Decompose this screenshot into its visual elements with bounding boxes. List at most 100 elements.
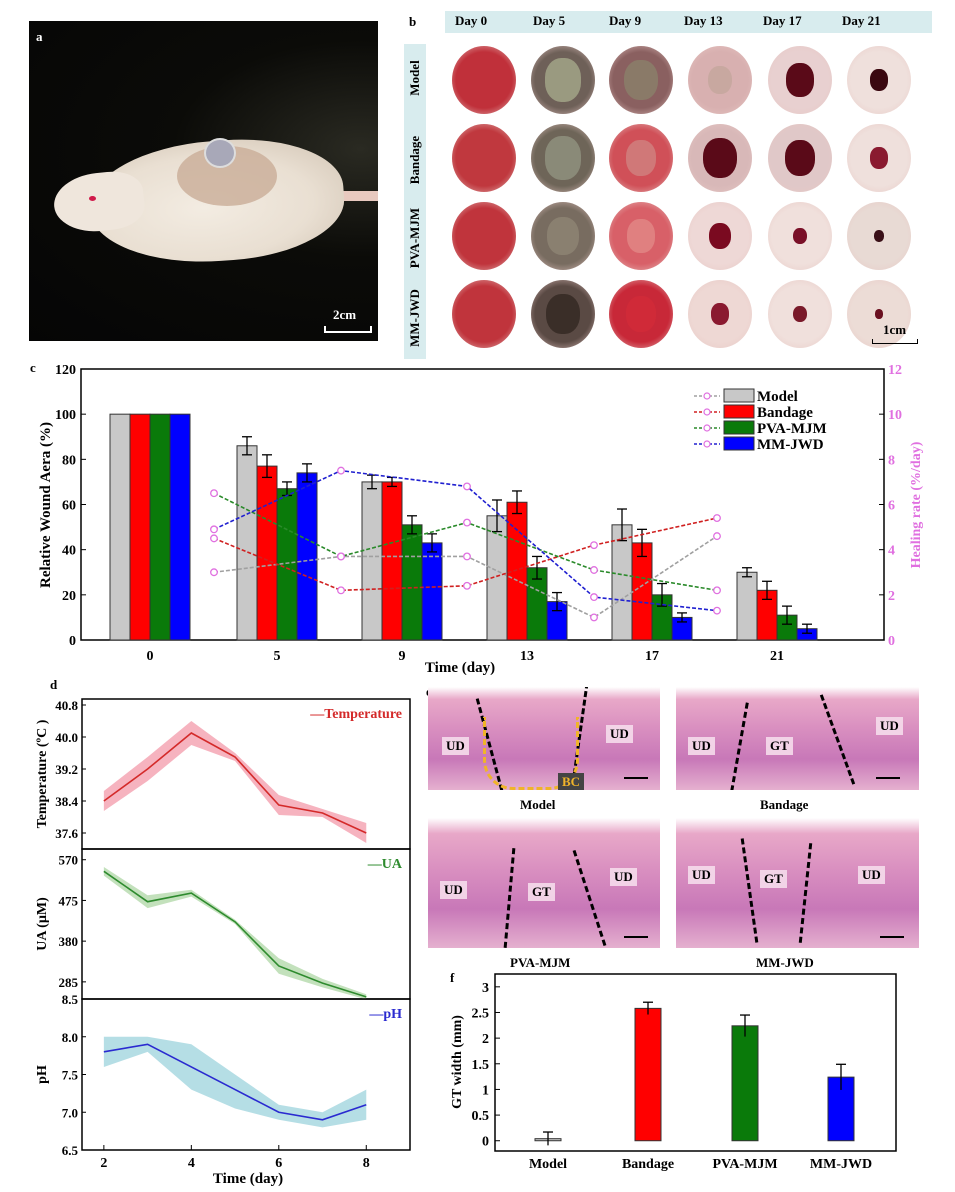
wound-bed xyxy=(627,219,655,253)
row-label: Bandage xyxy=(407,135,422,185)
wound-bed xyxy=(626,140,656,176)
y-tick-label: 1.5 xyxy=(472,1058,490,1073)
y-tick-label: 40 xyxy=(62,544,76,559)
legend-label-ua: —UA xyxy=(367,857,403,872)
x-axis-label: Time (day) xyxy=(213,1171,283,1187)
label-ud: UD xyxy=(606,725,633,743)
y-right-tick-label: 6 xyxy=(888,499,895,514)
rat-tail xyxy=(329,191,378,201)
healing-rate-point xyxy=(337,586,345,595)
y-tick-label: 2 xyxy=(482,1032,489,1047)
rat-photo: a 2cm xyxy=(29,21,378,341)
y-tick-label: 7.0 xyxy=(62,1105,78,1120)
wound-photo xyxy=(531,124,595,192)
legend-swatch xyxy=(723,404,755,419)
wearable-device xyxy=(204,138,236,168)
wound-bed xyxy=(711,303,729,325)
bar-bandage xyxy=(631,542,653,641)
plot-frame xyxy=(494,973,897,1152)
healing-rate-point xyxy=(337,466,345,475)
x-tick-label: 2 xyxy=(100,1156,107,1171)
healing-rate-point xyxy=(713,586,721,595)
panel-letter-f: f xyxy=(450,970,455,985)
day-label: Day 5 xyxy=(533,13,566,28)
legend-swatch xyxy=(723,388,755,403)
bar-bandage xyxy=(634,1007,662,1142)
line-ph xyxy=(103,1043,367,1121)
bar-pva-mjm xyxy=(149,413,171,641)
scale-bar-a xyxy=(324,326,372,333)
wound-photo xyxy=(688,46,752,114)
bar-model xyxy=(236,445,258,641)
scale-label-b: 1cm xyxy=(883,322,907,337)
boundary-line xyxy=(572,849,607,947)
y-axis-label: UA (µM) xyxy=(35,897,50,951)
wound-bed xyxy=(703,137,737,179)
healing-rate-point xyxy=(463,552,471,561)
wound-bed xyxy=(870,69,888,91)
y-tick-label: 8.0 xyxy=(62,1030,78,1045)
bar-bandage xyxy=(381,481,403,641)
wound-photo xyxy=(452,202,516,270)
x-tick-label: PVA-MJM xyxy=(712,1157,777,1172)
legend-label: MM-JWD xyxy=(757,437,824,453)
wound-bed xyxy=(708,65,732,95)
x-tick-label: 13 xyxy=(520,649,534,664)
y-tick-label: 0 xyxy=(69,634,76,649)
wound-photo xyxy=(452,46,516,114)
histology-caption: Bandage xyxy=(760,797,809,812)
wound-photo xyxy=(609,280,673,348)
day-label: Day 13 xyxy=(684,13,723,28)
x-tick-label: Bandage xyxy=(622,1157,674,1172)
bar-bandage xyxy=(256,465,278,641)
legend-label-temperature: —Temperature xyxy=(309,707,402,722)
x-tick-label: 6 xyxy=(275,1156,282,1171)
healing-rate-point xyxy=(713,606,721,615)
x-tick-label: 17 xyxy=(645,649,659,664)
y-right-tick-label: 8 xyxy=(888,453,895,468)
wound-bed xyxy=(793,227,807,245)
label-gt: GT xyxy=(760,870,787,888)
y-right-tick-label: 2 xyxy=(888,589,895,604)
row-label-wrap: Bandage xyxy=(375,136,455,184)
wound-bed xyxy=(545,136,581,180)
y-tick-label: 120 xyxy=(55,363,76,378)
legend-marker xyxy=(703,392,711,400)
scale-bar xyxy=(624,936,648,938)
panel-letter-a: a xyxy=(36,29,43,44)
y-tick-label: 0 xyxy=(482,1135,489,1150)
healing-rate-point xyxy=(463,482,471,491)
row-label: MM-JWD xyxy=(407,289,422,347)
x-tick-label: 21 xyxy=(770,649,784,664)
bar-pva-mjm xyxy=(731,1025,759,1142)
y-axis-label: Relative Wound Aera (%) xyxy=(38,422,54,588)
wound-photo xyxy=(768,124,832,192)
wound-bed xyxy=(785,140,815,176)
healing-rate-line-bandage xyxy=(213,517,718,592)
wound-photo xyxy=(688,280,752,348)
x-tick-label: 9 xyxy=(399,649,406,664)
healing-rate-point xyxy=(210,568,218,577)
scale-bar xyxy=(876,777,900,779)
y-right-tick-label: 0 xyxy=(888,634,895,649)
y-tick-label: 100 xyxy=(55,408,76,423)
histology-mm-jwd: UD GT UD xyxy=(676,818,919,948)
wound-photo xyxy=(531,280,595,348)
wound-photo xyxy=(452,124,516,192)
wound-photo xyxy=(531,202,595,270)
healing-rate-point xyxy=(590,541,598,550)
healing-rate-point xyxy=(590,566,598,574)
y-tick-label: 2.5 xyxy=(472,1006,490,1021)
bar-mm-jwd xyxy=(421,542,443,641)
bar-mm-jwd xyxy=(296,472,318,641)
scale-bar-b xyxy=(872,339,918,344)
wound-bed xyxy=(626,296,656,332)
boundary-line xyxy=(819,694,856,785)
wound-photo xyxy=(609,202,673,270)
panel-letter-b: b xyxy=(409,14,417,29)
legend-label: Model xyxy=(757,389,798,405)
wound-photo xyxy=(688,202,752,270)
panel-letter-d: d xyxy=(50,677,58,692)
scale-bar xyxy=(624,777,648,779)
row-label-wrap: PVA-MJM xyxy=(370,208,460,268)
